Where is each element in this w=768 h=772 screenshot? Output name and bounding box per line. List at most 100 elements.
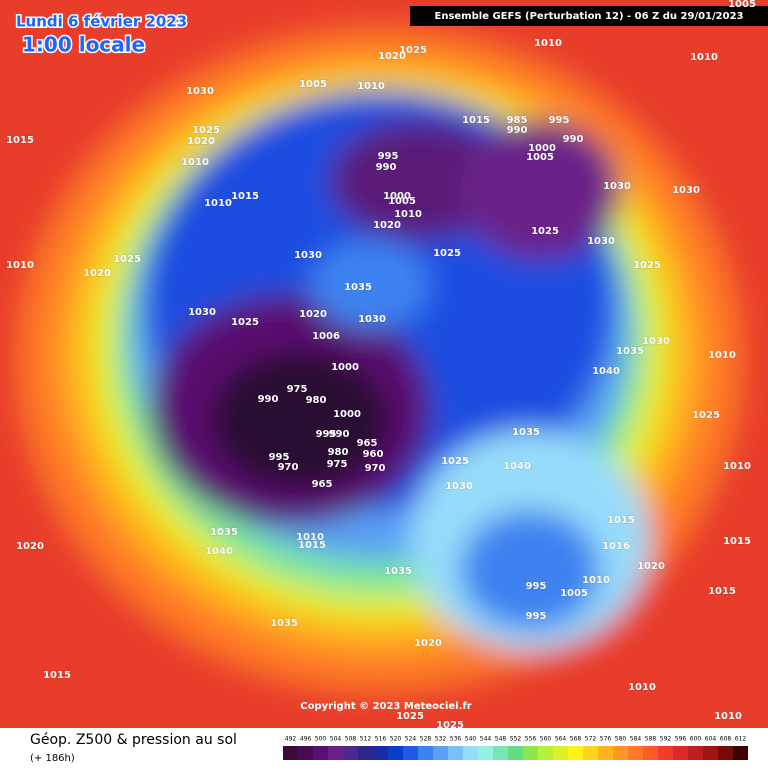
colorbar-swatch [298, 746, 313, 760]
pressure-label: 1015 [298, 540, 326, 551]
colorbar-swatch [463, 746, 478, 760]
pressure-label: 1025 [192, 125, 220, 136]
pressure-label: 1015 [708, 586, 736, 597]
pressure-label: 980 [328, 447, 349, 458]
pressure-label: 995 [526, 611, 547, 622]
pressure-label: 1040 [592, 366, 620, 377]
pressure-label: 1010 [6, 260, 34, 271]
pressure-label: 1000 [331, 362, 359, 373]
pressure-label: 990 [258, 394, 279, 405]
pressure-label: 990 [376, 162, 397, 173]
colorbar-swatch [493, 746, 508, 760]
lead-time: (+ 186h) [30, 753, 75, 764]
pressure-label: 1025 [692, 410, 720, 421]
colorbar-label: 564 [555, 736, 567, 743]
colorbar-swatch [478, 746, 493, 760]
pressure-label: 1020 [378, 51, 406, 62]
pressure-label: 1030 [603, 181, 631, 192]
colorbar-swatch [703, 746, 718, 760]
colorbar-swatch [523, 746, 538, 760]
pressure-label: 995 [526, 581, 547, 592]
colorbar-swatch [583, 746, 598, 760]
colorbar-label: 500 [315, 736, 327, 743]
colorbar-swatch [373, 746, 388, 760]
pressure-label: 1030 [642, 336, 670, 347]
pressure-label: 1010 [181, 157, 209, 168]
pressure-label: 1015 [462, 115, 490, 126]
pressure-label: 1030 [188, 307, 216, 318]
colorbar-swatch [643, 746, 658, 760]
colorbar-label: 496 [300, 736, 312, 743]
pressure-label: 1040 [503, 461, 531, 472]
colorbar-label: 568 [570, 736, 582, 743]
pressure-label: 1025 [433, 248, 461, 259]
pressure-label: 1015 [723, 536, 751, 547]
colorbar-label: 532 [435, 736, 447, 743]
colorbar-swatch [613, 746, 628, 760]
colorbar-label: 528 [420, 736, 432, 743]
pressure-label: 1010 [394, 209, 422, 220]
colorbar-label: 584 [630, 736, 642, 743]
colorbar-swatch [628, 746, 643, 760]
colorbar-swatch [688, 746, 703, 760]
colorbar-label: 596 [675, 736, 687, 743]
colorbar-label: 544 [480, 736, 492, 743]
pressure-label: 1010 [723, 461, 751, 472]
colorbar-swatch [418, 746, 433, 760]
pressure-label: 1025 [441, 456, 469, 467]
pressure-label: 1020 [16, 541, 44, 552]
pressure-label: 1020 [637, 561, 665, 572]
pressure-label: 1020 [414, 638, 442, 649]
colorbar-label: 516 [375, 736, 387, 743]
colorbar-swatch [733, 746, 748, 760]
pressure-label: 995 [378, 151, 399, 162]
pressure-label: 1035 [210, 527, 238, 538]
pressure-label: 1010 [357, 81, 385, 92]
colorbar-label: 588 [645, 736, 657, 743]
colorbar-swatch [313, 746, 328, 760]
pressure-label: 1000 [333, 409, 361, 420]
colorbar-swatch [448, 746, 463, 760]
colorbar-swatch [388, 746, 403, 760]
colorbar-label: 508 [345, 736, 357, 743]
colorbar: 492 496 500 504 508 512 516 520 524 528 532 536 540 5… [283, 736, 748, 760]
pressure-label: 1000 [383, 191, 411, 202]
pressure-label: 1035 [384, 566, 412, 577]
colorbar-swatch [568, 746, 583, 760]
colorbar-swatch [343, 746, 358, 760]
pressure-label: 1025 [633, 260, 661, 271]
pressure-label: 1020 [187, 136, 215, 147]
pressure-label: 1005 [728, 0, 756, 10]
pressure-label: 1035 [344, 282, 372, 293]
pressure-label: 1010 [582, 575, 610, 586]
pressure-label: 1030 [445, 481, 473, 492]
pressure-label: 1010 [690, 52, 718, 63]
pressure-label: 965 [312, 479, 333, 490]
pressure-label: 1025 [231, 317, 259, 328]
pressure-label: 1035 [270, 618, 298, 629]
pressure-label: 1020 [83, 268, 111, 279]
colorbar-label: 552 [510, 736, 522, 743]
pressure-label: 990 [329, 429, 350, 440]
pressure-label: 1040 [205, 546, 233, 557]
pressure-label: 995 [549, 115, 570, 126]
colorbar-label: 524 [405, 736, 417, 743]
colorbar-label: 600 [690, 736, 702, 743]
colorbar-label: 572 [585, 736, 597, 743]
colorbar-label: 592 [660, 736, 672, 743]
pressure-label: 1030 [672, 185, 700, 196]
pressure-label: 990 [507, 125, 528, 136]
pressure-label: 1010 [204, 198, 232, 209]
colorbar-label: 512 [360, 736, 372, 743]
pressure-label: 1016 [602, 541, 630, 552]
colorbar-swatch [358, 746, 373, 760]
pressure-label: 975 [287, 384, 308, 395]
pressure-label: 1010 [628, 682, 656, 693]
pressure-label: 1025 [396, 711, 424, 722]
colorbar-label: 580 [615, 736, 627, 743]
pressure-label: 1006 [312, 331, 340, 342]
colorbar-swatch [658, 746, 673, 760]
pressure-label: 990 [563, 134, 584, 145]
pressure-label: 1015 [43, 670, 71, 681]
